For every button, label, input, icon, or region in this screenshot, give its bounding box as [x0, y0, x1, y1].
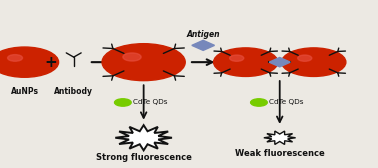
Circle shape [297, 55, 312, 61]
Text: +: + [45, 55, 57, 70]
Text: CdTe QDs: CdTe QDs [133, 99, 167, 106]
Circle shape [123, 53, 141, 61]
Text: Strong fluorescence: Strong fluorescence [96, 153, 192, 162]
Text: CdTe QDs: CdTe QDs [269, 99, 304, 106]
Circle shape [115, 99, 131, 106]
Text: Weak fluorescence: Weak fluorescence [235, 149, 325, 158]
Text: Antigen: Antigen [186, 30, 220, 39]
Polygon shape [269, 57, 290, 67]
Polygon shape [264, 131, 296, 144]
Text: Antibody: Antibody [54, 87, 93, 96]
Circle shape [229, 55, 244, 61]
Text: AuNPs: AuNPs [11, 87, 39, 96]
Circle shape [0, 47, 59, 77]
Polygon shape [192, 40, 215, 50]
Circle shape [8, 55, 23, 61]
Circle shape [214, 48, 278, 76]
Circle shape [102, 44, 185, 81]
Circle shape [251, 99, 267, 106]
Polygon shape [115, 125, 172, 150]
Circle shape [282, 48, 346, 76]
